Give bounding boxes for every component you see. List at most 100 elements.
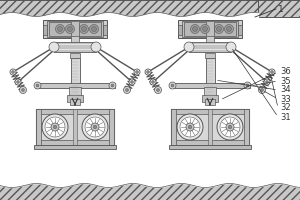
Bar bbox=[169, 145, 251, 149]
Bar bbox=[208, 109, 212, 145]
Circle shape bbox=[134, 69, 140, 75]
Bar bbox=[34, 145, 116, 149]
Bar bbox=[109, 109, 114, 145]
Circle shape bbox=[49, 42, 59, 52]
Circle shape bbox=[200, 24, 209, 33]
Circle shape bbox=[129, 79, 135, 85]
Bar bbox=[70, 99, 80, 105]
Circle shape bbox=[266, 80, 268, 84]
Circle shape bbox=[217, 114, 243, 140]
Bar bbox=[202, 95, 218, 102]
Circle shape bbox=[152, 80, 154, 84]
Circle shape bbox=[45, 117, 65, 137]
Circle shape bbox=[10, 69, 16, 75]
Circle shape bbox=[130, 80, 134, 84]
Bar bbox=[214, 22, 236, 36]
Circle shape bbox=[136, 71, 139, 73]
Circle shape bbox=[193, 26, 197, 31]
Circle shape bbox=[228, 125, 232, 129]
Circle shape bbox=[214, 24, 224, 33]
Circle shape bbox=[180, 117, 200, 137]
Circle shape bbox=[260, 88, 263, 92]
Circle shape bbox=[226, 123, 234, 131]
Circle shape bbox=[184, 42, 194, 52]
Text: 31: 31 bbox=[280, 112, 291, 121]
Circle shape bbox=[224, 24, 233, 33]
Bar bbox=[170, 83, 250, 88]
Text: 32: 32 bbox=[280, 104, 291, 112]
Circle shape bbox=[145, 69, 151, 75]
Bar bbox=[182, 21, 238, 37]
Circle shape bbox=[169, 82, 176, 89]
Circle shape bbox=[89, 24, 98, 33]
Circle shape bbox=[68, 26, 73, 31]
Bar bbox=[49, 22, 71, 36]
Circle shape bbox=[109, 82, 116, 89]
Bar bbox=[79, 22, 101, 36]
Bar bbox=[54, 42, 96, 52]
Bar bbox=[36, 109, 114, 145]
Bar bbox=[103, 25, 107, 35]
Circle shape bbox=[271, 71, 274, 73]
Circle shape bbox=[146, 71, 149, 73]
Circle shape bbox=[154, 86, 161, 94]
Circle shape bbox=[202, 26, 208, 31]
Bar bbox=[71, 58, 80, 100]
Bar bbox=[35, 83, 115, 88]
Circle shape bbox=[93, 125, 97, 129]
Circle shape bbox=[15, 79, 21, 85]
Bar bbox=[171, 109, 249, 114]
Circle shape bbox=[125, 88, 128, 92]
Circle shape bbox=[82, 114, 108, 140]
Text: 36: 36 bbox=[280, 68, 291, 76]
Bar bbox=[171, 140, 249, 145]
Bar bbox=[205, 53, 215, 58]
Circle shape bbox=[34, 82, 41, 89]
Bar bbox=[178, 20, 242, 38]
Bar bbox=[36, 109, 114, 114]
Bar bbox=[171, 109, 176, 145]
Bar bbox=[36, 109, 41, 145]
Circle shape bbox=[269, 69, 275, 75]
Circle shape bbox=[171, 84, 174, 87]
Bar bbox=[36, 140, 114, 145]
Circle shape bbox=[91, 123, 99, 131]
Circle shape bbox=[51, 123, 59, 131]
Circle shape bbox=[264, 79, 270, 85]
Bar bbox=[171, 109, 249, 145]
Circle shape bbox=[190, 24, 200, 33]
Circle shape bbox=[42, 114, 68, 140]
Bar bbox=[67, 95, 83, 102]
Bar bbox=[184, 22, 206, 36]
Bar bbox=[244, 109, 249, 145]
Circle shape bbox=[188, 125, 192, 129]
Circle shape bbox=[85, 117, 105, 137]
Circle shape bbox=[65, 24, 74, 33]
Circle shape bbox=[53, 125, 57, 129]
Circle shape bbox=[220, 117, 240, 137]
Circle shape bbox=[22, 88, 25, 92]
Circle shape bbox=[246, 84, 249, 87]
Bar bbox=[0, 0, 258, 17]
Bar bbox=[47, 21, 103, 37]
Bar bbox=[43, 20, 107, 38]
Circle shape bbox=[56, 24, 64, 33]
Text: 33: 33 bbox=[280, 95, 291, 104]
Bar bbox=[238, 25, 242, 35]
Circle shape bbox=[124, 86, 130, 94]
Circle shape bbox=[244, 82, 251, 89]
Circle shape bbox=[82, 26, 86, 31]
Circle shape bbox=[11, 71, 14, 73]
Bar bbox=[206, 36, 214, 42]
Circle shape bbox=[16, 80, 20, 84]
Circle shape bbox=[226, 42, 236, 52]
Text: 34: 34 bbox=[280, 86, 291, 95]
Bar bbox=[258, 0, 300, 17]
Bar bbox=[0, 183, 300, 200]
Circle shape bbox=[217, 26, 221, 31]
Circle shape bbox=[80, 24, 88, 33]
Circle shape bbox=[150, 79, 156, 85]
Bar bbox=[69, 87, 81, 96]
Circle shape bbox=[186, 123, 194, 131]
Circle shape bbox=[177, 114, 203, 140]
